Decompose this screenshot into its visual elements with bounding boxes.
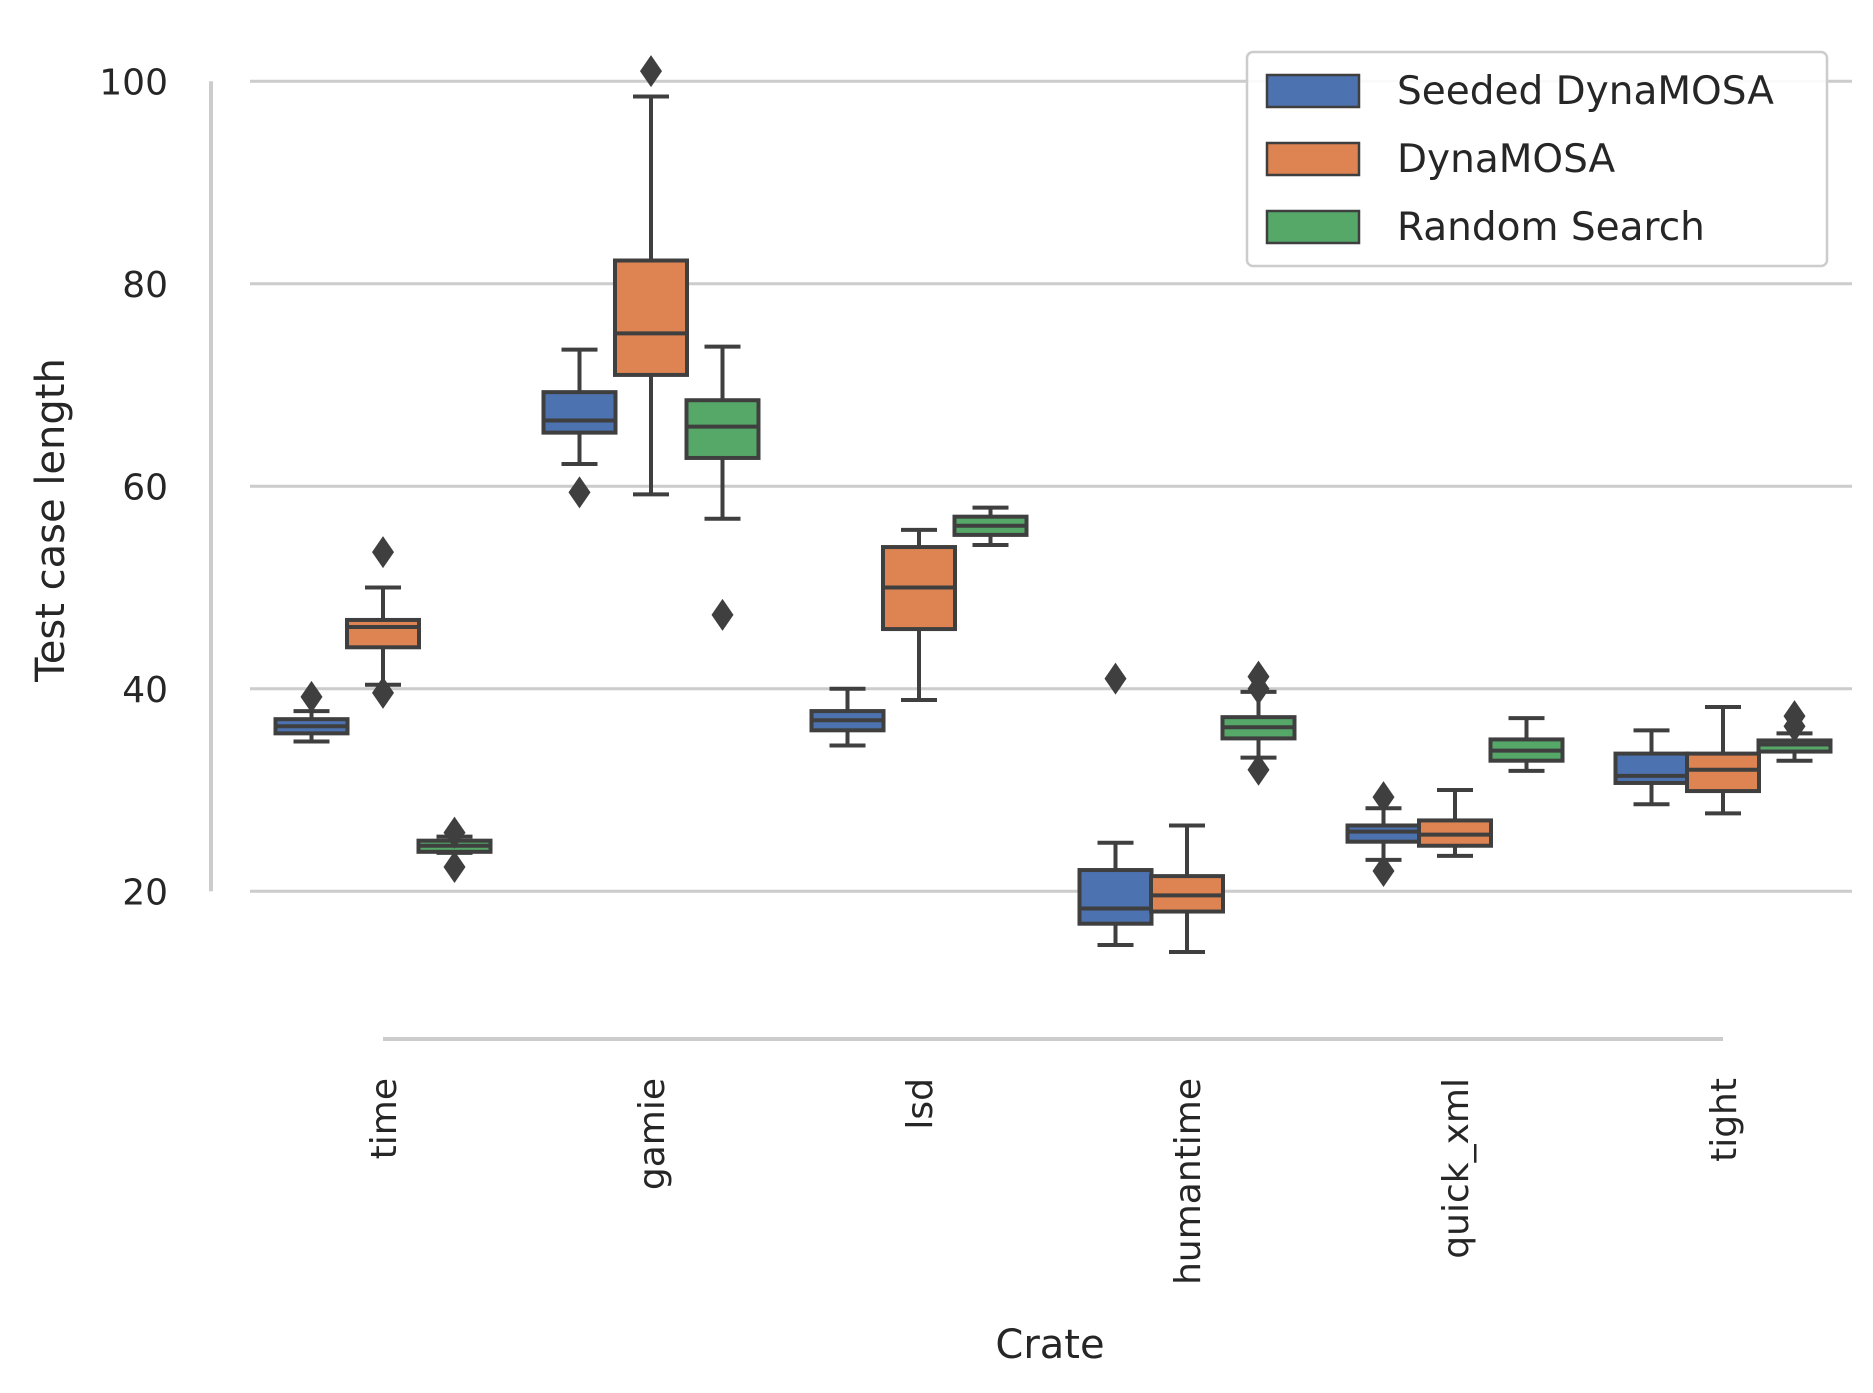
legend-frame (1245, 50, 1829, 268)
outlier-point (640, 55, 662, 88)
box-seeded-dynamosa-tight (1613, 728, 1690, 807)
box-random-search-humantime (1220, 660, 1297, 786)
x-tick-label-gamie: gamie (632, 1078, 673, 1190)
box-random-search-time (416, 816, 493, 883)
y-tick-label: 40 (122, 670, 168, 711)
gridlines (250, 79, 1852, 893)
box-seeded-dynamosa-humantime (1077, 662, 1154, 947)
legend: Seeded DynaMOSA DynaMOSA Random Search (1245, 50, 1829, 268)
iqr-box (1613, 751, 1690, 785)
box-random-search-gamie (684, 344, 761, 631)
y-axis-title: Test case length (28, 358, 74, 683)
box-random-search-lsd (952, 505, 1029, 548)
iqr-box (541, 390, 618, 435)
box-dynamosa-humantime (1149, 823, 1225, 955)
box-dynamosa-time (345, 536, 421, 709)
iqr-box (1077, 868, 1154, 926)
outlier-point (1104, 662, 1127, 695)
x-tick-label-time: time (364, 1078, 405, 1159)
tick-labels: 20 40 60 80 100 time gamie lsd humantime quick_xm… (99, 62, 1745, 1285)
outlier-point (372, 536, 394, 569)
outlier-point (1247, 753, 1270, 786)
box-dynamosa-gamie (613, 55, 689, 497)
outlier-point (443, 851, 466, 883)
box-random-search-tight (1756, 700, 1833, 763)
outlier-point (1372, 781, 1395, 814)
legend-swatch-dynamosa (1265, 141, 1361, 177)
x-tick-label-tight: tight (1704, 1078, 1745, 1162)
box-seeded-dynamosa-lsd (809, 686, 886, 748)
x-tick-label-quick-xml: quick_xml (1436, 1078, 1477, 1259)
iqr-box (613, 258, 689, 377)
outlier-point (1372, 855, 1395, 888)
legend-swatch-random-search (1265, 209, 1361, 245)
outlier-point (372, 676, 394, 709)
iqr-box (1345, 823, 1422, 844)
box-seeded-dynamosa-gamie (541, 347, 618, 509)
box-dynamosa-lsd (881, 527, 957, 702)
y-tick-label: 100 (99, 62, 168, 103)
y-tick-label: 60 (122, 467, 168, 508)
box-seeded-dynamosa-quick-xml (1345, 781, 1422, 888)
y-tick-label: 80 (122, 265, 168, 306)
axes (209, 81, 1723, 1041)
box-groups (273, 55, 1833, 955)
iqr-box (345, 617, 421, 650)
iqr-box (684, 398, 761, 460)
x-tick-label-lsd: lsd (900, 1078, 941, 1130)
legend-label-seeded-dynamosa: Seeded DynaMOSA (1397, 69, 1774, 114)
box-random-search-quick-xml (1488, 716, 1565, 773)
x-axis-title: Crate (995, 1322, 1104, 1368)
iqr-box (1685, 751, 1761, 794)
box-dynamosa-quick-xml (1417, 788, 1493, 858)
box-dynamosa-tight (1685, 705, 1761, 816)
outlier-point (443, 816, 466, 849)
outlier-point (1247, 660, 1270, 693)
outlier-point (568, 476, 591, 509)
legend-label-random-search: Random Search (1397, 205, 1705, 250)
outlier-point (1783, 700, 1806, 733)
y-tick-label: 20 (122, 872, 168, 913)
outlier-point (300, 680, 323, 713)
legend-swatch-seeded-dynamosa (1265, 73, 1361, 109)
legend-label-dynamosa: DynaMOSA (1397, 137, 1616, 182)
x-tick-label-humantime: humantime (1168, 1078, 1209, 1285)
box-seeded-dynamosa-time (273, 680, 350, 744)
outlier-point (711, 598, 734, 631)
